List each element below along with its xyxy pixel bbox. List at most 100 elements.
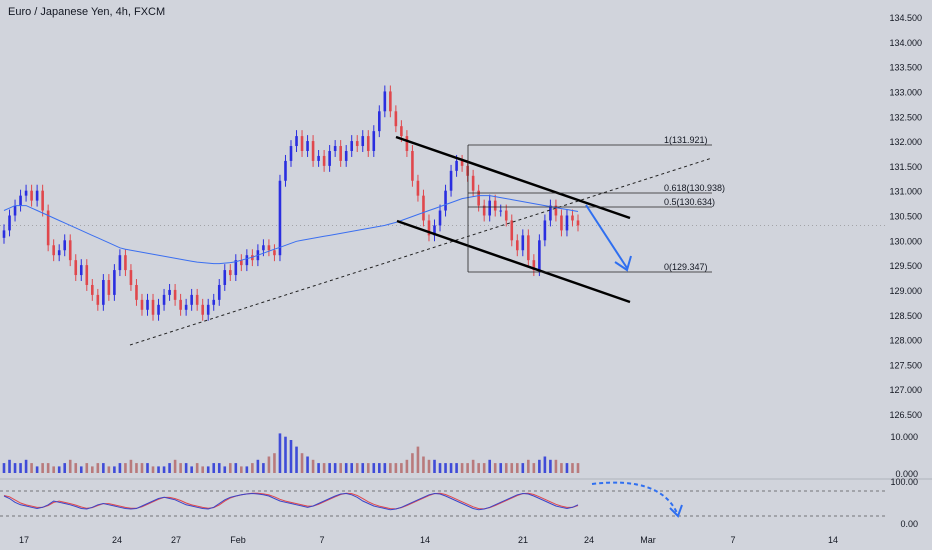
volume-bar bbox=[400, 463, 403, 473]
candle-body bbox=[96, 294, 100, 305]
candle-body bbox=[493, 200, 497, 211]
candle-body bbox=[455, 160, 458, 171]
volume-bar bbox=[449, 463, 453, 473]
candle-body bbox=[422, 195, 425, 221]
candle-body bbox=[52, 245, 55, 256]
volume-bar bbox=[41, 463, 44, 473]
candle-body bbox=[515, 240, 519, 251]
volume-bar bbox=[482, 463, 486, 473]
stoch-forecast-arrow bbox=[591, 481, 678, 514]
candle-body bbox=[162, 294, 166, 305]
stoch-tick-label: 100.00 bbox=[890, 477, 918, 487]
channel-upper-line bbox=[395, 135, 631, 220]
stoch-tick-label: 0.00 bbox=[900, 519, 918, 529]
volume-bar bbox=[549, 459, 552, 473]
candle-body bbox=[179, 299, 182, 310]
volume-bar bbox=[405, 459, 409, 473]
candle-body bbox=[328, 150, 331, 166]
candle-body bbox=[306, 141, 309, 151]
candle-body bbox=[195, 294, 199, 305]
volume-bar bbox=[383, 463, 387, 473]
candle-body bbox=[549, 205, 552, 221]
volume-bar bbox=[361, 463, 365, 473]
candle-body bbox=[361, 136, 365, 147]
candle-body bbox=[355, 141, 359, 147]
volume-bar bbox=[333, 463, 337, 473]
candle-body bbox=[41, 190, 44, 211]
x-tick-label: Feb bbox=[230, 535, 246, 545]
fib-level-label: 1(131.921) bbox=[664, 135, 708, 145]
x-tick-label: 24 bbox=[584, 535, 594, 545]
volume-bar bbox=[344, 463, 348, 473]
candle-body bbox=[212, 299, 216, 305]
candle-body bbox=[482, 205, 486, 216]
volume-bar bbox=[515, 463, 519, 473]
candle-body bbox=[68, 240, 72, 261]
candle-body bbox=[223, 270, 227, 285]
y-tick-label: 130.500 bbox=[889, 212, 922, 222]
candle-body bbox=[217, 284, 221, 300]
candle-body bbox=[527, 235, 530, 261]
volume-bar bbox=[571, 463, 574, 473]
volume-bar bbox=[300, 453, 304, 473]
candle-body bbox=[8, 215, 11, 231]
y-tick-label: 127.500 bbox=[889, 360, 922, 370]
candle-body bbox=[173, 289, 177, 300]
fib-level-label: 0.5(130.634) bbox=[664, 197, 715, 207]
candle-body bbox=[510, 220, 514, 241]
forecast-arrow-head bbox=[614, 255, 632, 272]
candle-body bbox=[85, 265, 89, 285]
candle-body bbox=[113, 270, 116, 295]
candle-body bbox=[13, 205, 17, 216]
y-tick-label: 131.000 bbox=[889, 187, 922, 197]
volume-bar bbox=[256, 459, 260, 473]
volume-bar bbox=[79, 466, 83, 473]
candle-body bbox=[576, 220, 580, 226]
volume-bar bbox=[366, 463, 370, 473]
x-tick-label: 7 bbox=[319, 535, 324, 545]
candle-body bbox=[184, 304, 188, 310]
candle-body bbox=[135, 284, 138, 300]
volume-bar bbox=[378, 463, 381, 473]
volume-bar bbox=[13, 463, 17, 473]
volume-bar bbox=[85, 463, 89, 473]
volume-bar bbox=[284, 436, 287, 473]
candle-body bbox=[433, 225, 436, 236]
stochastic-layer bbox=[0, 490, 888, 517]
y-tick-label: 133.000 bbox=[889, 87, 922, 97]
volume-bar bbox=[477, 463, 480, 473]
candle-body bbox=[2, 230, 6, 238]
candle-body bbox=[240, 260, 243, 266]
y-tick-label: 129.000 bbox=[889, 286, 922, 296]
candle-body bbox=[140, 299, 144, 310]
candle-body bbox=[300, 136, 304, 151]
candle-body bbox=[102, 280, 105, 305]
volume-bar bbox=[311, 459, 315, 473]
volume-bar bbox=[74, 463, 78, 473]
volume-bar bbox=[306, 456, 309, 473]
candle-body bbox=[438, 210, 442, 226]
x-tick-label: 7 bbox=[730, 535, 735, 545]
volume-bar bbox=[173, 459, 177, 473]
volume-bar bbox=[113, 466, 116, 473]
candle-body bbox=[35, 190, 39, 201]
drawings-layer: 1(131.921) 0.618(130.938) 0.5(130.634) 0(12… bbox=[129, 135, 725, 518]
volume-bar bbox=[118, 463, 122, 473]
volume-bar bbox=[201, 466, 204, 473]
candle-body bbox=[245, 255, 249, 266]
moving-average-line bbox=[3, 195, 579, 265]
candle-body bbox=[46, 210, 50, 246]
volume-bar bbox=[124, 463, 127, 473]
volume-bar bbox=[107, 466, 111, 473]
forecast-arrow bbox=[585, 204, 628, 269]
volume-bar bbox=[212, 463, 216, 473]
candle-body bbox=[273, 250, 276, 256]
candle-body bbox=[63, 240, 67, 251]
volume-bar bbox=[322, 463, 326, 473]
stoch-k-line bbox=[3, 492, 579, 511]
volume-bar bbox=[8, 459, 11, 473]
volume-bar bbox=[234, 463, 238, 473]
volume-bar bbox=[63, 463, 67, 473]
candle-body bbox=[206, 304, 210, 315]
